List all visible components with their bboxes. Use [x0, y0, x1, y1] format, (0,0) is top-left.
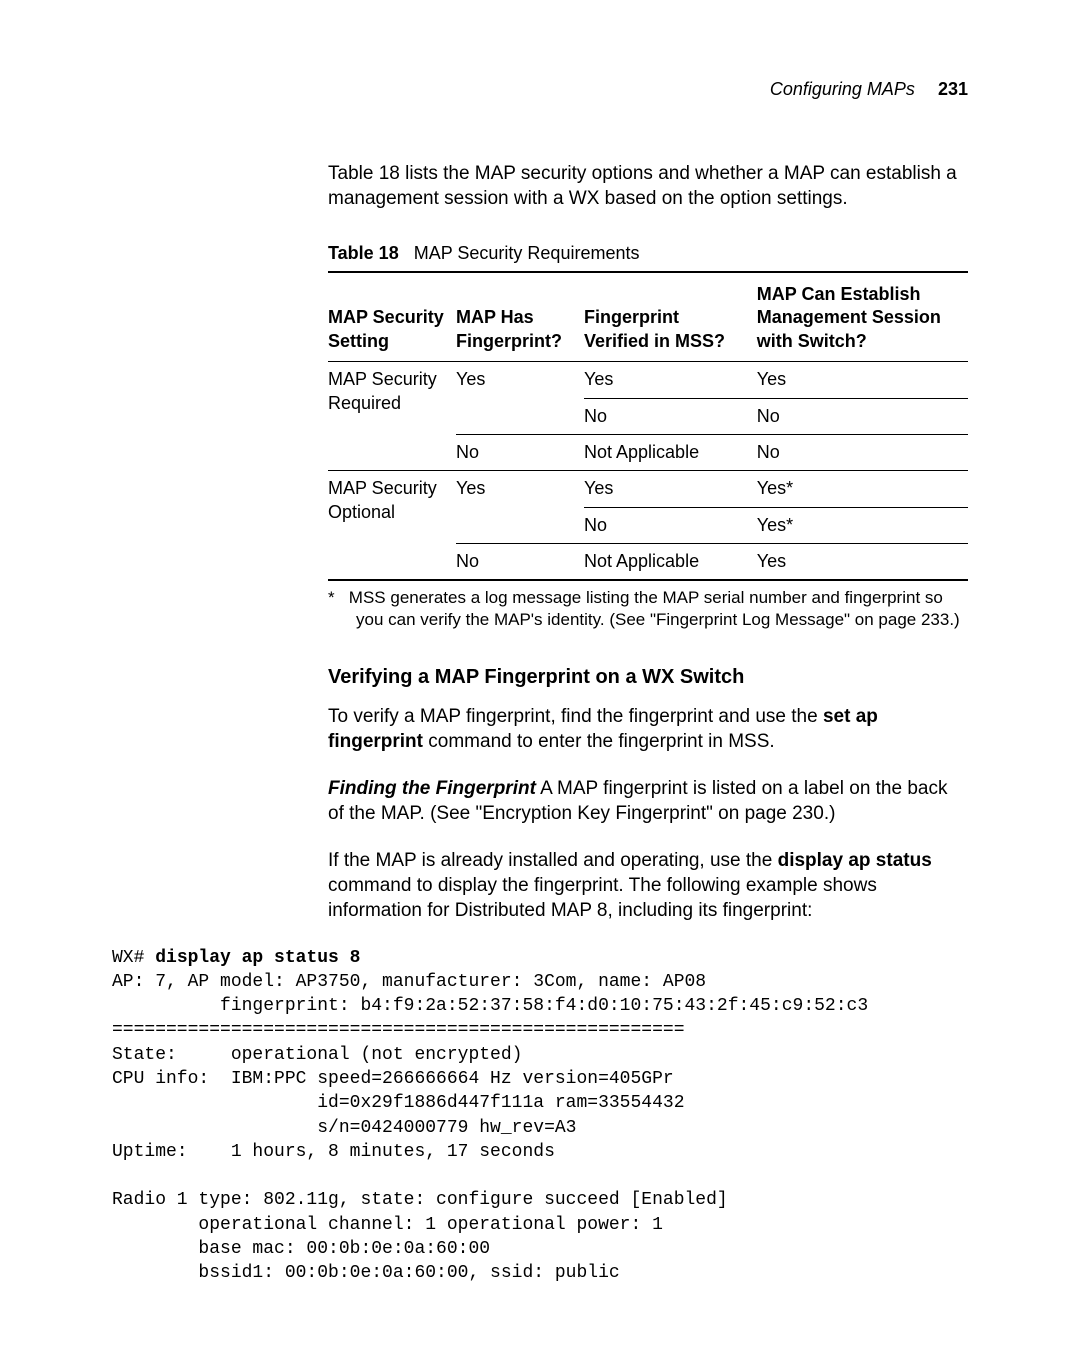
cell: Yes	[456, 362, 584, 435]
security-requirements-table: MAP Security Setting MAP Has Fingerprint…	[328, 271, 968, 582]
cell: No	[584, 398, 757, 434]
col-header-3: Fingerprint Verified in MSS?	[584, 272, 757, 362]
cell: No	[456, 434, 584, 470]
cell: No	[757, 434, 968, 470]
col-header-2: MAP Has Fingerprint?	[456, 272, 584, 362]
paragraph: Finding the Fingerprint A MAP fingerprin…	[328, 776, 968, 826]
table-row: MAP Security Required Yes Yes Yes	[328, 362, 968, 398]
running-header: Configuring MAPs 231	[112, 78, 968, 101]
table-label: Table 18	[328, 243, 399, 263]
command-name: display ap status	[778, 850, 932, 871]
cell: Not Applicable	[584, 544, 757, 581]
section-heading: Verifying a MAP Fingerprint on a WX Swit…	[328, 664, 968, 690]
cell: No	[757, 398, 968, 434]
cell: Yes	[584, 471, 757, 507]
page: Configuring MAPs 231 Table 18 lists the …	[0, 0, 1080, 1346]
cell: MAP Security Optional	[328, 471, 456, 581]
text: To verify a MAP fingerprint, find the fi…	[328, 706, 823, 727]
footnote-marker: *	[328, 588, 335, 607]
intro-paragraph: Table 18 lists the MAP security options …	[328, 161, 968, 211]
cli-command: display ap status 8	[155, 948, 360, 968]
cell: No	[456, 544, 584, 581]
cell: Yes	[757, 544, 968, 581]
section-title: Configuring MAPs	[770, 79, 915, 99]
cell: Yes	[456, 471, 584, 544]
cell: Yes	[757, 362, 968, 398]
cell: Not Applicable	[584, 434, 757, 470]
footnote-text: MSS generates a log message listing the …	[349, 588, 960, 628]
col-header-4: MAP Can Establish Management Session wit…	[757, 272, 968, 362]
text: If the MAP is already installed and oper…	[328, 850, 778, 871]
table-footnote: * MSS generates a log message listing th…	[328, 587, 968, 630]
paragraph: To verify a MAP fingerprint, find the fi…	[328, 704, 968, 754]
cli-prompt: WX#	[112, 948, 155, 968]
cli-output: WX# display ap status 8 AP: 7, AP model:…	[112, 946, 968, 1286]
cell: No	[584, 507, 757, 543]
cell: Yes*	[757, 471, 968, 507]
table-caption: Table 18 MAP Security Requirements	[328, 242, 968, 265]
cli-body: AP: 7, AP model: AP3750, manufacturer: 3…	[112, 972, 868, 1284]
col-header-1: MAP Security Setting	[328, 272, 456, 362]
cell: Yes	[584, 362, 757, 398]
text: command to enter the fingerprint in MSS.	[423, 731, 775, 752]
content-column: Table 18 lists the MAP security options …	[328, 161, 968, 923]
table-header-row: MAP Security Setting MAP Has Fingerprint…	[328, 272, 968, 362]
cell: Yes*	[757, 507, 968, 543]
paragraph: If the MAP is already installed and oper…	[328, 848, 968, 923]
table-row: MAP Security Optional Yes Yes Yes*	[328, 471, 968, 507]
table-title: MAP Security Requirements	[414, 243, 640, 263]
run-in-heading: Finding the Fingerprint	[328, 778, 536, 799]
cell: MAP Security Required	[328, 362, 456, 471]
text: command to display the fingerprint. The …	[328, 875, 877, 921]
page-number: 231	[938, 79, 968, 99]
